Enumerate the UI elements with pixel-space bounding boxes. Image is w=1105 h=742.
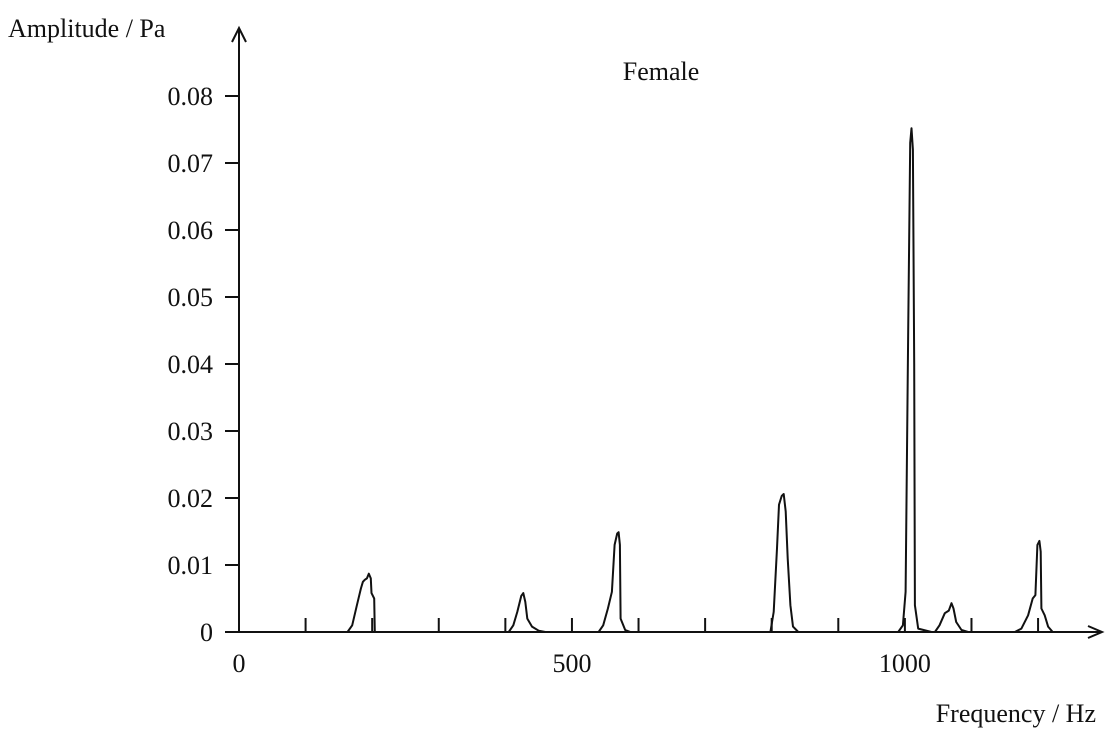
- y-tick-label: 0.07: [168, 149, 214, 178]
- x-tick-label: 500: [552, 649, 591, 678]
- y-tick-label: 0.08: [168, 82, 214, 111]
- x-axis-label: Frequency / Hz: [936, 699, 1096, 728]
- y-tick-label: 0.03: [168, 417, 214, 446]
- y-axis-label: Amplitude / Pa: [8, 14, 166, 43]
- y-tick-label: 0.02: [168, 484, 214, 513]
- y-tick-label: 0.05: [168, 283, 214, 312]
- y-tick-label: 0: [200, 618, 213, 647]
- x-tick-label: 1000: [879, 649, 931, 678]
- y-tick-label: 0.06: [168, 216, 214, 245]
- y-axis-arrow: [231, 25, 247, 43]
- y-axis-ticks: 0 0.01 0.02 0.03 0.04 0.05 0.06 0.07 0.08: [168, 82, 239, 647]
- x-tick-label: 0: [233, 649, 246, 678]
- amplitude-series-line: [239, 127, 1085, 633]
- x-axis-ticks: 0 500 1000: [233, 618, 1040, 678]
- y-tick-label: 0.04: [168, 350, 214, 379]
- y-tick-label: 0.01: [168, 551, 214, 580]
- chart-title: Female: [623, 57, 700, 86]
- x-axis-arrow: [1087, 625, 1105, 639]
